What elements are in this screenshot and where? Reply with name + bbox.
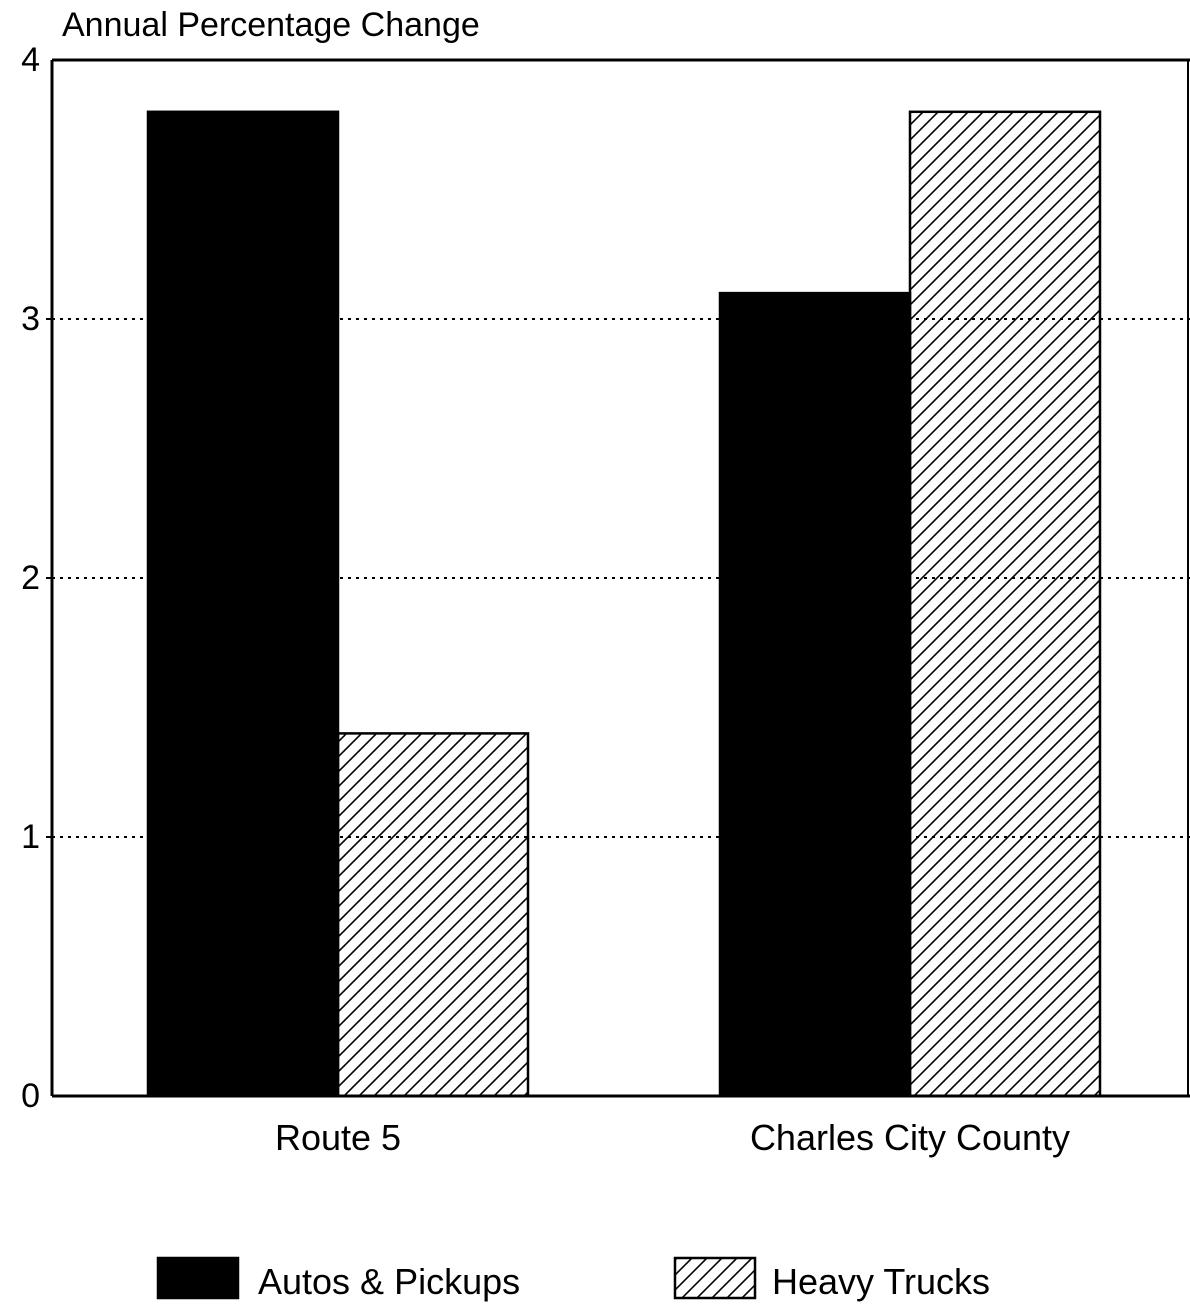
y-tick-label: 4 — [21, 41, 40, 79]
y-tick-label: 1 — [21, 818, 40, 856]
bar — [336, 732, 530, 1098]
y-tick-label: 2 — [21, 559, 40, 597]
bar — [718, 291, 912, 1098]
legend-swatch — [673, 1256, 757, 1300]
axes — [46, 58, 1190, 1098]
x-tick-label: Charles City County — [750, 1117, 1070, 1158]
y-axis-label: Annual Percentage Change — [62, 6, 480, 44]
gridlines — [52, 318, 1190, 838]
legend-label: Heavy Trucks — [772, 1261, 990, 1302]
bar — [908, 110, 1102, 1098]
bars — [146, 110, 1102, 1098]
y-tick-label: 0 — [21, 1077, 40, 1115]
x-tick-labels: Route 5 Charles City County — [275, 1117, 1070, 1158]
x-tick-label: Route 5 — [275, 1117, 401, 1158]
legend-label: Autos & Pickups — [258, 1261, 520, 1302]
y-tick-label: 3 — [21, 300, 40, 338]
legend-swatch — [156, 1256, 240, 1300]
bar — [146, 110, 340, 1098]
legend: Autos & Pickups Heavy Trucks — [156, 1256, 990, 1302]
y-tick-labels: 0 1 2 3 4 — [21, 41, 40, 1115]
